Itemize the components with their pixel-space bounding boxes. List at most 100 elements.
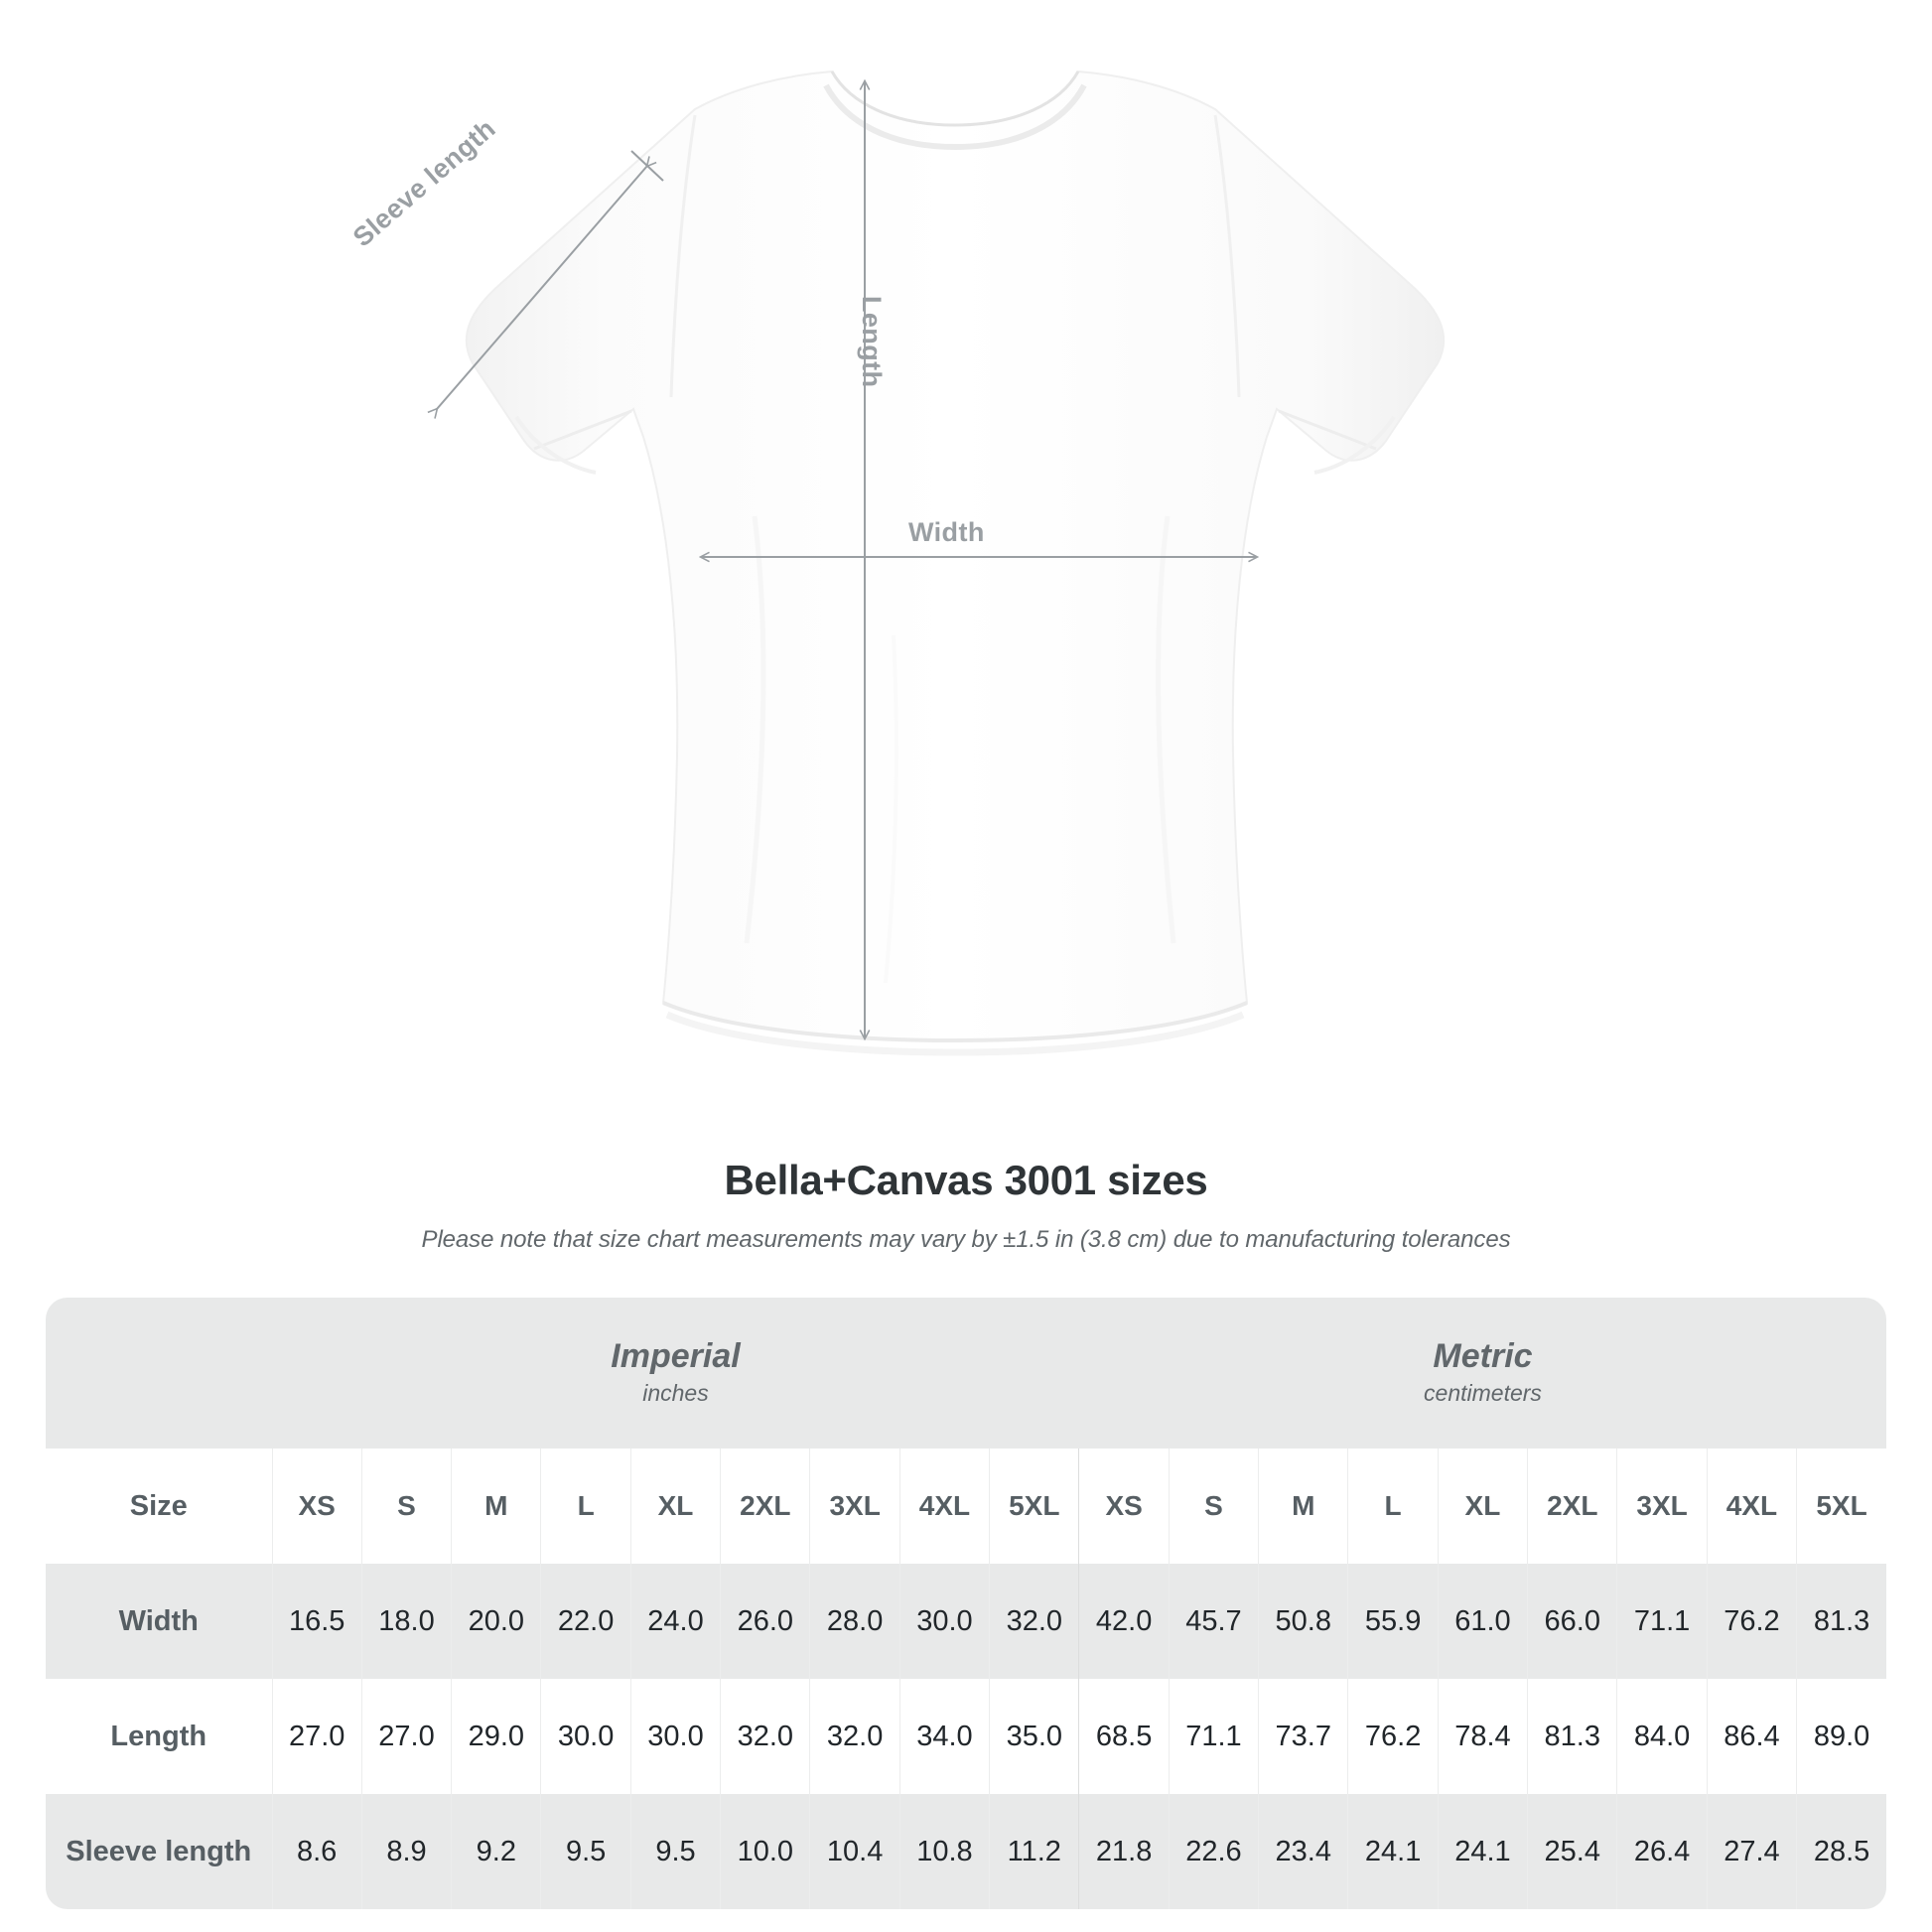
cell-length-2XL-metric: 81.3	[1527, 1679, 1617, 1794]
column-header-size: Size	[46, 1449, 272, 1564]
cell-width-S-imperial: 18.0	[360, 1564, 452, 1679]
cell-width-5XL-imperial: 32.0	[989, 1564, 1079, 1679]
size-chart-header: Bella+Canvas 3001 sizes Please note that…	[0, 1127, 1932, 1254]
cell-length-5XL-imperial: 35.0	[989, 1679, 1079, 1794]
size-header-row: Size XS S M L XL 2XL 3XL 4XL 5XL XS S M L XL 2XL 3XL 4XL 5…	[46, 1449, 1886, 1564]
system-name: Metric	[1433, 1336, 1533, 1375]
cell-sleeve-length-5XL-metric: 28.5	[1796, 1794, 1886, 1909]
cell-sleeve-length-L-imperial: 9.5	[540, 1794, 631, 1909]
column-header-2xl-imperial: 2XL	[720, 1449, 810, 1564]
cell-sleeve-length-M-imperial: 9.2	[451, 1794, 541, 1909]
column-header-m-imperial: M	[451, 1449, 541, 1564]
cell-length-L-metric: 76.2	[1347, 1679, 1439, 1794]
cell-width-XS-metric: 42.0	[1078, 1564, 1170, 1679]
cell-sleeve-length-4XL-metric: 27.4	[1706, 1794, 1797, 1909]
cell-length-XL-imperial: 30.0	[629, 1679, 721, 1794]
table-row: Width 16.5 18.0 20.0 22.0 24.0 26.0 28.0 30.0 32.…	[46, 1564, 1886, 1679]
cell-width-3XL-metric: 71.1	[1616, 1564, 1708, 1679]
cell-width-M-imperial: 20.0	[451, 1564, 541, 1679]
cell-sleeve-length-S-metric: 22.6	[1168, 1794, 1259, 1909]
table-row: Length 27.0 27.0 29.0 30.0 30.0 32.0 32.0 34.0 35…	[46, 1679, 1886, 1794]
column-header-l-metric: L	[1347, 1449, 1439, 1564]
column-header-5xl-metric: 5XL	[1796, 1449, 1886, 1564]
length-label: Length	[857, 296, 887, 388]
cell-width-5XL-metric: 81.3	[1796, 1564, 1886, 1679]
cell-width-4XL-metric: 76.2	[1706, 1564, 1797, 1679]
cell-sleeve-length-3XL-metric: 26.4	[1616, 1794, 1708, 1909]
cell-width-M-metric: 50.8	[1258, 1564, 1348, 1679]
cell-length-XL-metric: 78.4	[1437, 1679, 1528, 1794]
system-unit: centimeters	[1424, 1379, 1542, 1406]
shirt-shape	[465, 69, 1446, 1056]
cell-sleeve-length-4XL-imperial: 10.8	[898, 1794, 990, 1909]
cell-sleeve-length-XS-imperial: 8.6	[271, 1794, 362, 1909]
cell-length-XS-metric: 68.5	[1078, 1679, 1170, 1794]
row-header-sleeve-length: Sleeve length	[46, 1794, 272, 1909]
cell-sleeve-length-3XL-imperial: 10.4	[809, 1794, 900, 1909]
table-row: Sleeve length 8.6 8.9 9.2 9.5 9.5 10.0 10.4 10.8…	[46, 1794, 1886, 1909]
column-header-xl-metric: XL	[1437, 1449, 1528, 1564]
cell-length-3XL-metric: 84.0	[1616, 1679, 1708, 1794]
column-header-m-metric: M	[1258, 1449, 1348, 1564]
cell-sleeve-length-S-imperial: 8.9	[360, 1794, 452, 1909]
cell-length-M-imperial: 29.0	[451, 1679, 541, 1794]
column-header-4xl-imperial: 4XL	[898, 1449, 990, 1564]
cell-width-XL-imperial: 24.0	[629, 1564, 721, 1679]
cell-sleeve-length-L-metric: 24.1	[1347, 1794, 1439, 1909]
column-header-4xl-metric: 4XL	[1706, 1449, 1797, 1564]
cell-width-S-metric: 45.7	[1168, 1564, 1259, 1679]
column-header-3xl-metric: 3XL	[1616, 1449, 1708, 1564]
cell-width-4XL-imperial: 30.0	[898, 1564, 990, 1679]
cell-sleeve-length-2XL-imperial: 10.0	[720, 1794, 810, 1909]
row-header-length: Length	[46, 1679, 272, 1794]
cell-width-L-imperial: 22.0	[540, 1564, 631, 1679]
cell-width-XS-imperial: 16.5	[271, 1564, 362, 1679]
system-header-imperial: Imperial inches	[272, 1298, 1079, 1449]
system-name: Imperial	[611, 1336, 741, 1375]
measurement-arrows	[437, 81, 1257, 1038]
column-header-s-metric: S	[1168, 1449, 1259, 1564]
cell-sleeve-length-XL-metric: 24.1	[1437, 1794, 1528, 1909]
cell-length-4XL-imperial: 34.0	[898, 1679, 990, 1794]
system-unit: inches	[642, 1379, 709, 1406]
cell-length-2XL-imperial: 32.0	[720, 1679, 810, 1794]
column-header-xs-imperial: XS	[271, 1449, 362, 1564]
cell-sleeve-length-5XL-imperial: 11.2	[989, 1794, 1079, 1909]
cell-length-3XL-imperial: 32.0	[809, 1679, 900, 1794]
column-header-xl-imperial: XL	[629, 1449, 721, 1564]
cell-sleeve-length-XL-imperial: 9.5	[629, 1794, 721, 1909]
cell-width-L-metric: 55.9	[1347, 1564, 1439, 1679]
size-chart-table: Imperial inches Metric centimeters Size XS S M L…	[46, 1298, 1886, 1909]
cell-width-XL-metric: 61.0	[1437, 1564, 1528, 1679]
system-header-row: Imperial inches Metric centimeters	[46, 1298, 1886, 1449]
column-header-2xl-metric: 2XL	[1527, 1449, 1617, 1564]
cell-width-2XL-metric: 66.0	[1527, 1564, 1617, 1679]
cell-sleeve-length-M-metric: 23.4	[1258, 1794, 1348, 1909]
size-table-wrapper: Imperial inches Metric centimeters Size XS S M L…	[46, 1298, 1886, 1909]
column-header-xs-metric: XS	[1078, 1449, 1170, 1564]
column-header-3xl-imperial: 3XL	[809, 1449, 900, 1564]
cell-width-2XL-imperial: 26.0	[720, 1564, 810, 1679]
cell-length-5XL-metric: 89.0	[1796, 1679, 1886, 1794]
cell-length-4XL-metric: 86.4	[1706, 1679, 1797, 1794]
sleeve-length-arrow	[437, 166, 647, 409]
page-title: Bella+Canvas 3001 sizes	[724, 1157, 1208, 1203]
cell-length-S-metric: 71.1	[1168, 1679, 1259, 1794]
cell-length-S-imperial: 27.0	[360, 1679, 452, 1794]
cell-length-M-metric: 73.7	[1258, 1679, 1348, 1794]
cell-width-3XL-imperial: 28.0	[809, 1564, 900, 1679]
system-header-spacer	[46, 1298, 272, 1449]
tolerance-note: Please note that size chart measurements…	[421, 1226, 1511, 1253]
width-label: Width	[908, 517, 985, 547]
cell-sleeve-length-2XL-metric: 25.4	[1527, 1794, 1617, 1909]
row-header-width: Width	[46, 1564, 272, 1679]
column-header-s-imperial: S	[360, 1449, 452, 1564]
cell-sleeve-length-XS-metric: 21.8	[1078, 1794, 1170, 1909]
cell-length-L-imperial: 30.0	[540, 1679, 631, 1794]
system-header-metric: Metric centimeters	[1078, 1298, 1886, 1449]
tshirt-measurement-diagram: Sleeve length Length Width	[0, 69, 1446, 1056]
column-header-5xl-imperial: 5XL	[989, 1449, 1079, 1564]
cell-length-XS-imperial: 27.0	[271, 1679, 362, 1794]
tshirt-illustration	[0, 69, 1446, 1056]
column-header-l-imperial: L	[540, 1449, 631, 1564]
